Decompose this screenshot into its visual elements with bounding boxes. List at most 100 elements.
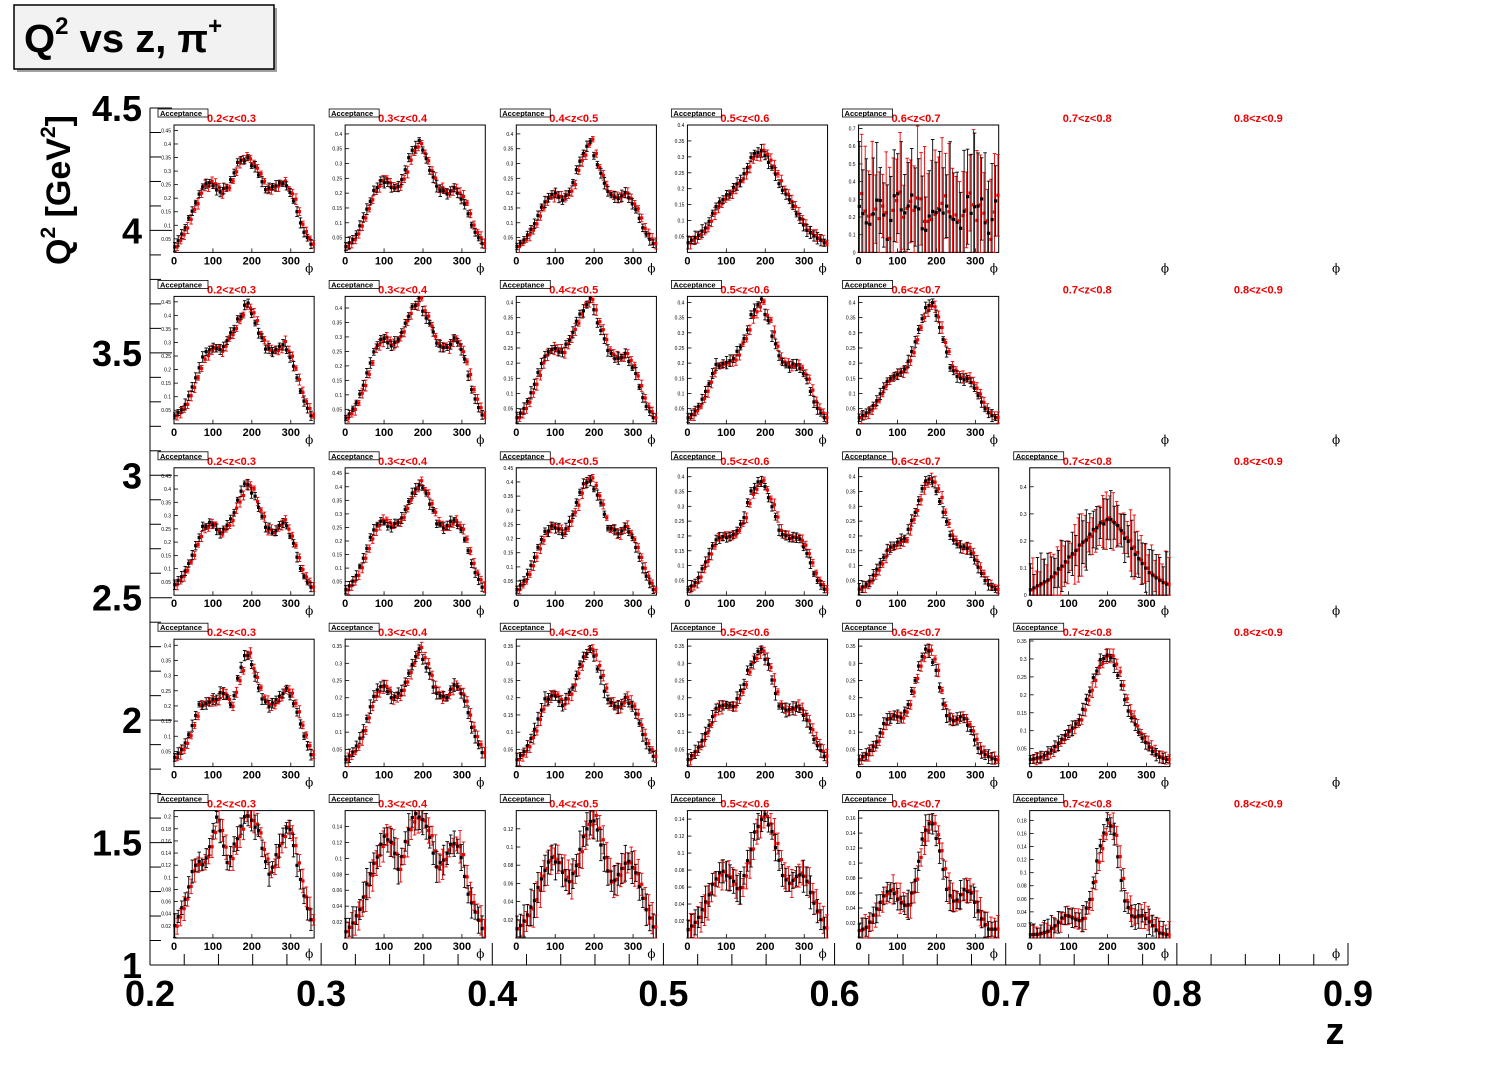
black-data-point (651, 242, 655, 246)
red-data-point (213, 182, 218, 186)
black-data-point (627, 196, 631, 200)
black-data-point (260, 180, 264, 184)
red-data-point (640, 555, 644, 559)
black-data-point (910, 193, 914, 197)
red-data-point (545, 199, 549, 203)
red-data-point (388, 339, 392, 343)
black-data-point (187, 561, 191, 566)
acceptance-tag-box (842, 279, 893, 289)
red-data-point (692, 412, 696, 417)
black-data-point (794, 363, 799, 367)
red-data-point (688, 415, 693, 420)
black-data-point (438, 189, 442, 193)
red-data-point (636, 207, 640, 211)
acceptance-tag: Acceptance (502, 109, 544, 118)
y-subtick-label: 0.35 (332, 147, 342, 153)
black-data-point (752, 308, 757, 312)
y-subtick-label: 0.1 (506, 221, 513, 227)
black-data-point (969, 211, 973, 215)
red-data-point (416, 145, 420, 149)
y-subtick-label: 0.25 (161, 354, 171, 360)
black-data-point (410, 148, 414, 152)
black-data-point (298, 566, 303, 571)
black-data-point (232, 511, 236, 515)
y-subtick-label: 0.25 (161, 183, 171, 189)
black-data-point (256, 505, 261, 510)
black-data-point (480, 585, 484, 589)
black-data-point (770, 166, 774, 170)
red-data-point (647, 232, 651, 236)
red-data-point (608, 348, 612, 352)
black-data-point (295, 210, 299, 214)
red-data-point (713, 370, 717, 374)
red-data-point (793, 205, 797, 209)
red-data-point (594, 152, 598, 156)
red-data-point (482, 413, 487, 417)
black-data-point (232, 171, 236, 175)
red-data-point (695, 409, 700, 413)
red-data-point (227, 523, 232, 527)
black-data-point (752, 486, 757, 490)
y-subtick-label: 0.3 (849, 331, 856, 337)
red-data-point (895, 199, 899, 203)
red-data-point (713, 544, 717, 548)
black-data-point (567, 189, 572, 194)
black-data-point (525, 233, 530, 237)
red-data-point (814, 571, 818, 575)
red-data-point (252, 161, 256, 165)
black-data-point (822, 241, 827, 245)
black-data-point (522, 406, 526, 411)
black-data-point (246, 301, 250, 305)
red-data-point (758, 482, 763, 486)
black-data-point (470, 223, 474, 227)
black-data-point (581, 482, 586, 486)
red-data-point (961, 375, 965, 379)
red-data-point (860, 191, 864, 196)
red-data-point (573, 182, 577, 187)
black-data-point (452, 518, 456, 522)
black-data-point (515, 416, 519, 420)
black-data-point (770, 505, 774, 509)
red-data-point (200, 191, 204, 195)
black-data-point (700, 567, 704, 571)
red-data-point (975, 386, 979, 390)
phi-axis-label: ϕ (1161, 261, 1169, 275)
red-data-point (556, 193, 560, 197)
red-data-point (294, 543, 298, 548)
black-data-point (204, 350, 208, 354)
black-data-point (966, 195, 970, 199)
black-data-point (546, 350, 551, 354)
black-data-point (463, 538, 467, 542)
red-data-point (758, 153, 763, 157)
red-data-point (276, 184, 281, 188)
black-data-point (648, 581, 652, 585)
black-data-point (574, 319, 579, 323)
red-data-point (605, 338, 609, 342)
black-data-point (344, 244, 348, 249)
black-data-point (889, 218, 893, 223)
black-data-point (773, 515, 778, 519)
black-data-point (477, 577, 481, 581)
black-data-point (871, 403, 875, 408)
black-data-point (578, 159, 582, 163)
black-data-point (766, 160, 771, 164)
black-data-point (347, 241, 351, 245)
black-data-point (375, 523, 379, 527)
black-data-point (581, 309, 586, 313)
y-subtick-label: 0.1 (335, 393, 342, 399)
red-data-point (790, 199, 794, 204)
black-data-point (414, 487, 418, 491)
red-data-point (737, 181, 742, 185)
x-tick-label: 0.7 (981, 973, 1031, 1014)
black-data-point (260, 514, 264, 519)
red-data-point (961, 214, 965, 218)
black-data-point (972, 386, 977, 390)
black-data-point (305, 406, 310, 410)
red-data-point (350, 412, 354, 416)
red-data-point (420, 479, 424, 483)
black-data-point (253, 321, 257, 325)
red-data-point (538, 547, 542, 551)
black-data-point (606, 189, 610, 194)
y-subtick-label: 0.2 (506, 191, 513, 197)
red-data-point (933, 305, 937, 309)
